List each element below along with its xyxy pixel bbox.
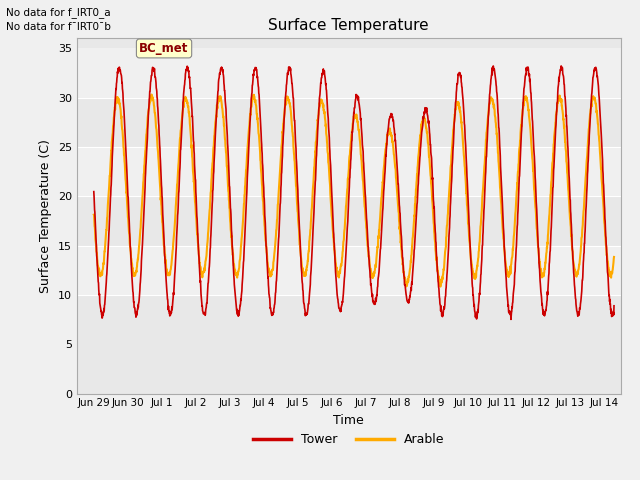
Title: Surface Temperature: Surface Temperature xyxy=(269,18,429,33)
Legend: Tower, Arable: Tower, Arable xyxy=(248,428,449,451)
Bar xyxy=(77,48,621,97)
Bar xyxy=(77,147,621,196)
Text: No data for f_IRT0_a: No data for f_IRT0_a xyxy=(6,7,111,18)
Text: No data for f¯IRT0¯b: No data for f¯IRT0¯b xyxy=(6,22,111,32)
Y-axis label: Surface Temperature (C): Surface Temperature (C) xyxy=(39,139,52,293)
X-axis label: Time: Time xyxy=(333,414,364,427)
Bar xyxy=(77,246,621,295)
Text: BC_met: BC_met xyxy=(140,42,189,55)
